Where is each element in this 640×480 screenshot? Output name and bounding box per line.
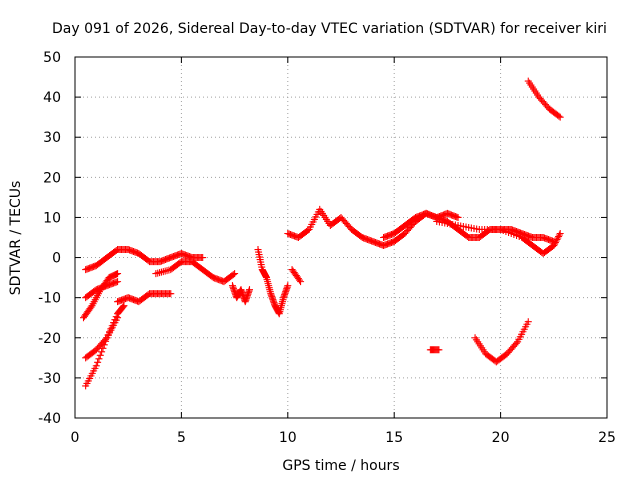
data-point bbox=[524, 318, 532, 326]
data-point bbox=[96, 351, 104, 359]
data-point bbox=[512, 339, 520, 347]
x-tick-label: 10 bbox=[279, 430, 297, 446]
y-tick-label: 10 bbox=[43, 210, 61, 226]
data-point bbox=[454, 213, 462, 221]
y-tick-label: -20 bbox=[38, 331, 61, 347]
y-axis-label: SDTVAR / TECUs bbox=[8, 181, 24, 296]
y-tick-labels: -40 -30 -20 -10 0 10 20 30 40 50 bbox=[38, 50, 61, 427]
y-tick-label: 0 bbox=[52, 251, 61, 267]
y-tick-label: 50 bbox=[43, 50, 61, 66]
series-arc-10 bbox=[284, 205, 462, 250]
data-point bbox=[552, 237, 560, 245]
data-point bbox=[92, 362, 100, 370]
data-point bbox=[284, 282, 292, 290]
x-tick-label: 15 bbox=[385, 430, 403, 446]
data-point bbox=[556, 113, 564, 121]
data-point bbox=[102, 337, 110, 345]
data-point bbox=[106, 328, 114, 336]
y-tick-label: -40 bbox=[38, 411, 61, 427]
data-point bbox=[554, 234, 562, 242]
x-tick-label: 20 bbox=[492, 430, 510, 446]
data-point bbox=[98, 348, 106, 356]
data-point bbox=[112, 313, 120, 321]
series-arc-6 bbox=[114, 290, 175, 306]
data-point bbox=[229, 271, 237, 279]
series-arc-14 bbox=[426, 346, 443, 354]
data-point bbox=[104, 331, 112, 339]
chart-title: Day 091 of 2026, Sidereal Day-to-day VTE… bbox=[52, 21, 607, 37]
x-tick-labels: 0 5 10 15 20 25 bbox=[71, 430, 616, 446]
data-point bbox=[296, 276, 304, 284]
data-point bbox=[555, 231, 563, 239]
series-arc-1 bbox=[82, 246, 207, 274]
y-tick-label: -10 bbox=[38, 291, 61, 307]
y-tick-label: 40 bbox=[43, 90, 61, 106]
series-arc-3 bbox=[80, 270, 122, 322]
data-point bbox=[555, 112, 563, 120]
data-point bbox=[100, 341, 108, 349]
data-point bbox=[245, 286, 253, 294]
data-point bbox=[87, 303, 95, 311]
series-arc-5 bbox=[82, 302, 128, 390]
data-point bbox=[551, 240, 559, 248]
x-axis-label: GPS time / hours bbox=[282, 458, 399, 474]
series-arc-9 bbox=[254, 246, 292, 318]
data-point bbox=[297, 278, 305, 286]
x-tick-label: 0 bbox=[71, 430, 80, 446]
data-point bbox=[95, 355, 103, 363]
data-point bbox=[199, 254, 207, 262]
data-point bbox=[304, 226, 312, 234]
data-point bbox=[114, 270, 122, 278]
series-arc-11 bbox=[288, 266, 305, 286]
data-point bbox=[99, 344, 107, 352]
data-point bbox=[551, 239, 559, 247]
y-tick-label: 30 bbox=[43, 130, 61, 146]
axis-ticks bbox=[74, 56, 608, 419]
data-point bbox=[110, 319, 118, 327]
data-point bbox=[111, 316, 119, 324]
x-tick-label: 25 bbox=[598, 430, 616, 446]
series-arc-16 bbox=[524, 77, 564, 121]
data-point bbox=[435, 346, 443, 354]
data-point bbox=[553, 236, 561, 244]
data-point bbox=[107, 325, 115, 333]
series-arc-15 bbox=[471, 318, 532, 366]
data-point bbox=[556, 229, 564, 237]
data-point bbox=[120, 302, 128, 310]
data-marks bbox=[80, 77, 564, 390]
data-point bbox=[119, 303, 127, 311]
plot-frame bbox=[74, 56, 608, 419]
y-tick-label: 20 bbox=[43, 170, 61, 186]
x-tick-label: 5 bbox=[177, 430, 186, 446]
data-point bbox=[555, 232, 563, 240]
y-tick-label: -30 bbox=[38, 371, 61, 387]
data-point bbox=[108, 322, 116, 330]
data-point bbox=[550, 242, 558, 250]
series-arc-7 bbox=[152, 258, 239, 286]
data-point bbox=[167, 290, 175, 298]
series-arc-12 bbox=[380, 209, 558, 246]
data-point bbox=[231, 270, 239, 278]
series-arc-8 bbox=[228, 282, 253, 306]
series-arc-13 bbox=[433, 217, 564, 258]
data-point bbox=[114, 278, 122, 286]
data-point bbox=[94, 358, 102, 366]
data-point bbox=[103, 334, 111, 342]
